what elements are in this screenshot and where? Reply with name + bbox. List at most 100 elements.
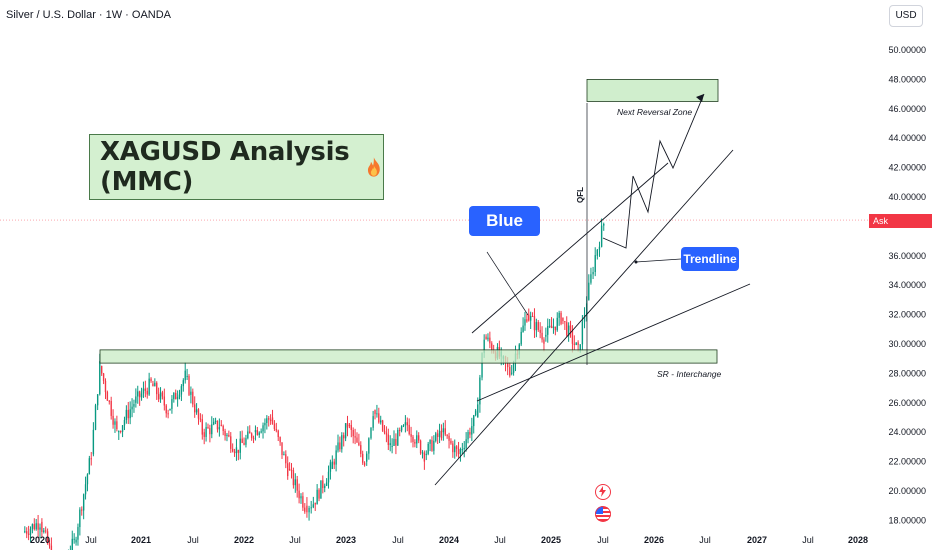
- candle-body: [524, 319, 526, 326]
- candle-body: [348, 424, 351, 426]
- candle-body: [24, 531, 26, 533]
- ask-price-badge: Ask 38.43240: [869, 214, 932, 240]
- candle-body: [75, 539, 77, 543]
- price-tick-label: 18.00000: [888, 515, 926, 525]
- candle-body: [271, 417, 274, 424]
- candle-body: [440, 430, 443, 439]
- blue-ray-label: Blue Ray: [469, 206, 540, 260]
- candle-body: [522, 325, 524, 332]
- candle-body: [247, 431, 249, 439]
- candle-body: [161, 392, 164, 397]
- candle-body: [467, 432, 469, 440]
- candle-body: [385, 432, 388, 435]
- candle-body: [171, 399, 173, 409]
- candle-body: [154, 382, 156, 387]
- channel-upper-line: [471, 162, 669, 334]
- candle-body: [106, 392, 109, 401]
- candle-body: [417, 435, 420, 441]
- candle-body: [27, 533, 30, 535]
- candle-body: [575, 342, 577, 345]
- candle-body: [374, 410, 376, 415]
- price-tick-label: 24.00000: [888, 427, 926, 437]
- time-tick-label: 2024: [439, 535, 459, 545]
- candle-body: [469, 432, 471, 435]
- candle-body: [175, 392, 177, 400]
- candle-body: [435, 433, 437, 441]
- candle-body: [138, 391, 141, 398]
- time-tick-label: Jul: [289, 535, 301, 545]
- candle-body: [560, 312, 562, 324]
- time-tick-label: Jul: [699, 535, 711, 545]
- candle-body: [535, 322, 538, 331]
- candle-body: [419, 440, 422, 454]
- currency-button[interactable]: USD: [889, 5, 923, 27]
- candle-body: [279, 437, 281, 443]
- candle-body: [433, 440, 435, 451]
- candle-body: [483, 339, 485, 354]
- candle-body: [590, 274, 592, 283]
- candle-body: [360, 445, 362, 454]
- candle-body: [180, 386, 183, 395]
- candle-body: [112, 415, 114, 425]
- candle-body: [509, 367, 511, 376]
- candle-body: [567, 325, 570, 336]
- candle-body: [173, 392, 175, 400]
- candle-body: [71, 538, 73, 550]
- candle-body: [266, 418, 268, 423]
- candle-body: [157, 394, 160, 400]
- candle-body: [393, 438, 395, 446]
- candle-body: [39, 527, 41, 530]
- candle-body: [125, 409, 128, 421]
- sr-interchange-zone: [99, 349, 718, 364]
- candle-body: [148, 378, 150, 395]
- candle-body: [269, 419, 272, 422]
- time-tick-label: 2021: [131, 535, 151, 545]
- candle-body: [296, 479, 298, 491]
- candle-body: [218, 427, 221, 430]
- candle-body: [594, 255, 596, 273]
- candle-body: [178, 394, 181, 397]
- candle-body: [92, 429, 95, 455]
- projection-path: [602, 93, 705, 249]
- next-reversal-zone-label: Next Reversal Zone: [617, 107, 693, 117]
- candle-body: [372, 416, 374, 428]
- candle-body: [592, 272, 594, 275]
- candle-body: [81, 509, 83, 511]
- candle-body: [341, 435, 343, 450]
- candle-body: [116, 421, 118, 430]
- candle-body: [548, 325, 551, 327]
- candle-body: [577, 342, 579, 345]
- candle-body: [77, 527, 79, 540]
- candle-body: [361, 453, 364, 463]
- candle-body: [537, 322, 539, 330]
- candle-body: [144, 388, 147, 391]
- candle-body: [543, 339, 545, 344]
- price-tick-label: 34.00000: [888, 280, 926, 290]
- candle-body: [457, 448, 460, 455]
- us-flag-event-icon[interactable]: [595, 506, 611, 522]
- candle-body: [429, 439, 431, 444]
- candle-body: [298, 490, 300, 499]
- candle-body: [356, 437, 358, 443]
- candle-body: [100, 366, 103, 374]
- candle-body: [268, 418, 270, 420]
- candle-body: [137, 391, 139, 397]
- candle-body: [123, 420, 126, 426]
- symbol-title: Silver / U.S. Dollar · 1W · OANDA: [6, 9, 172, 21]
- candle-body: [118, 431, 120, 433]
- candle-body: [308, 507, 310, 513]
- sr-interchange-label: SR - Interchange: [657, 369, 722, 379]
- candle-body: [526, 319, 528, 322]
- lightning-event-icon[interactable]: [595, 484, 611, 500]
- candle-body: [554, 326, 557, 331]
- candle-body: [528, 314, 530, 321]
- candle-body: [119, 431, 122, 433]
- candle-body: [142, 388, 145, 394]
- candle-body: [337, 442, 339, 451]
- candle-body: [314, 502, 316, 505]
- candle-body: [489, 337, 491, 344]
- candle-body: [184, 370, 186, 381]
- candle-body: [84, 484, 87, 495]
